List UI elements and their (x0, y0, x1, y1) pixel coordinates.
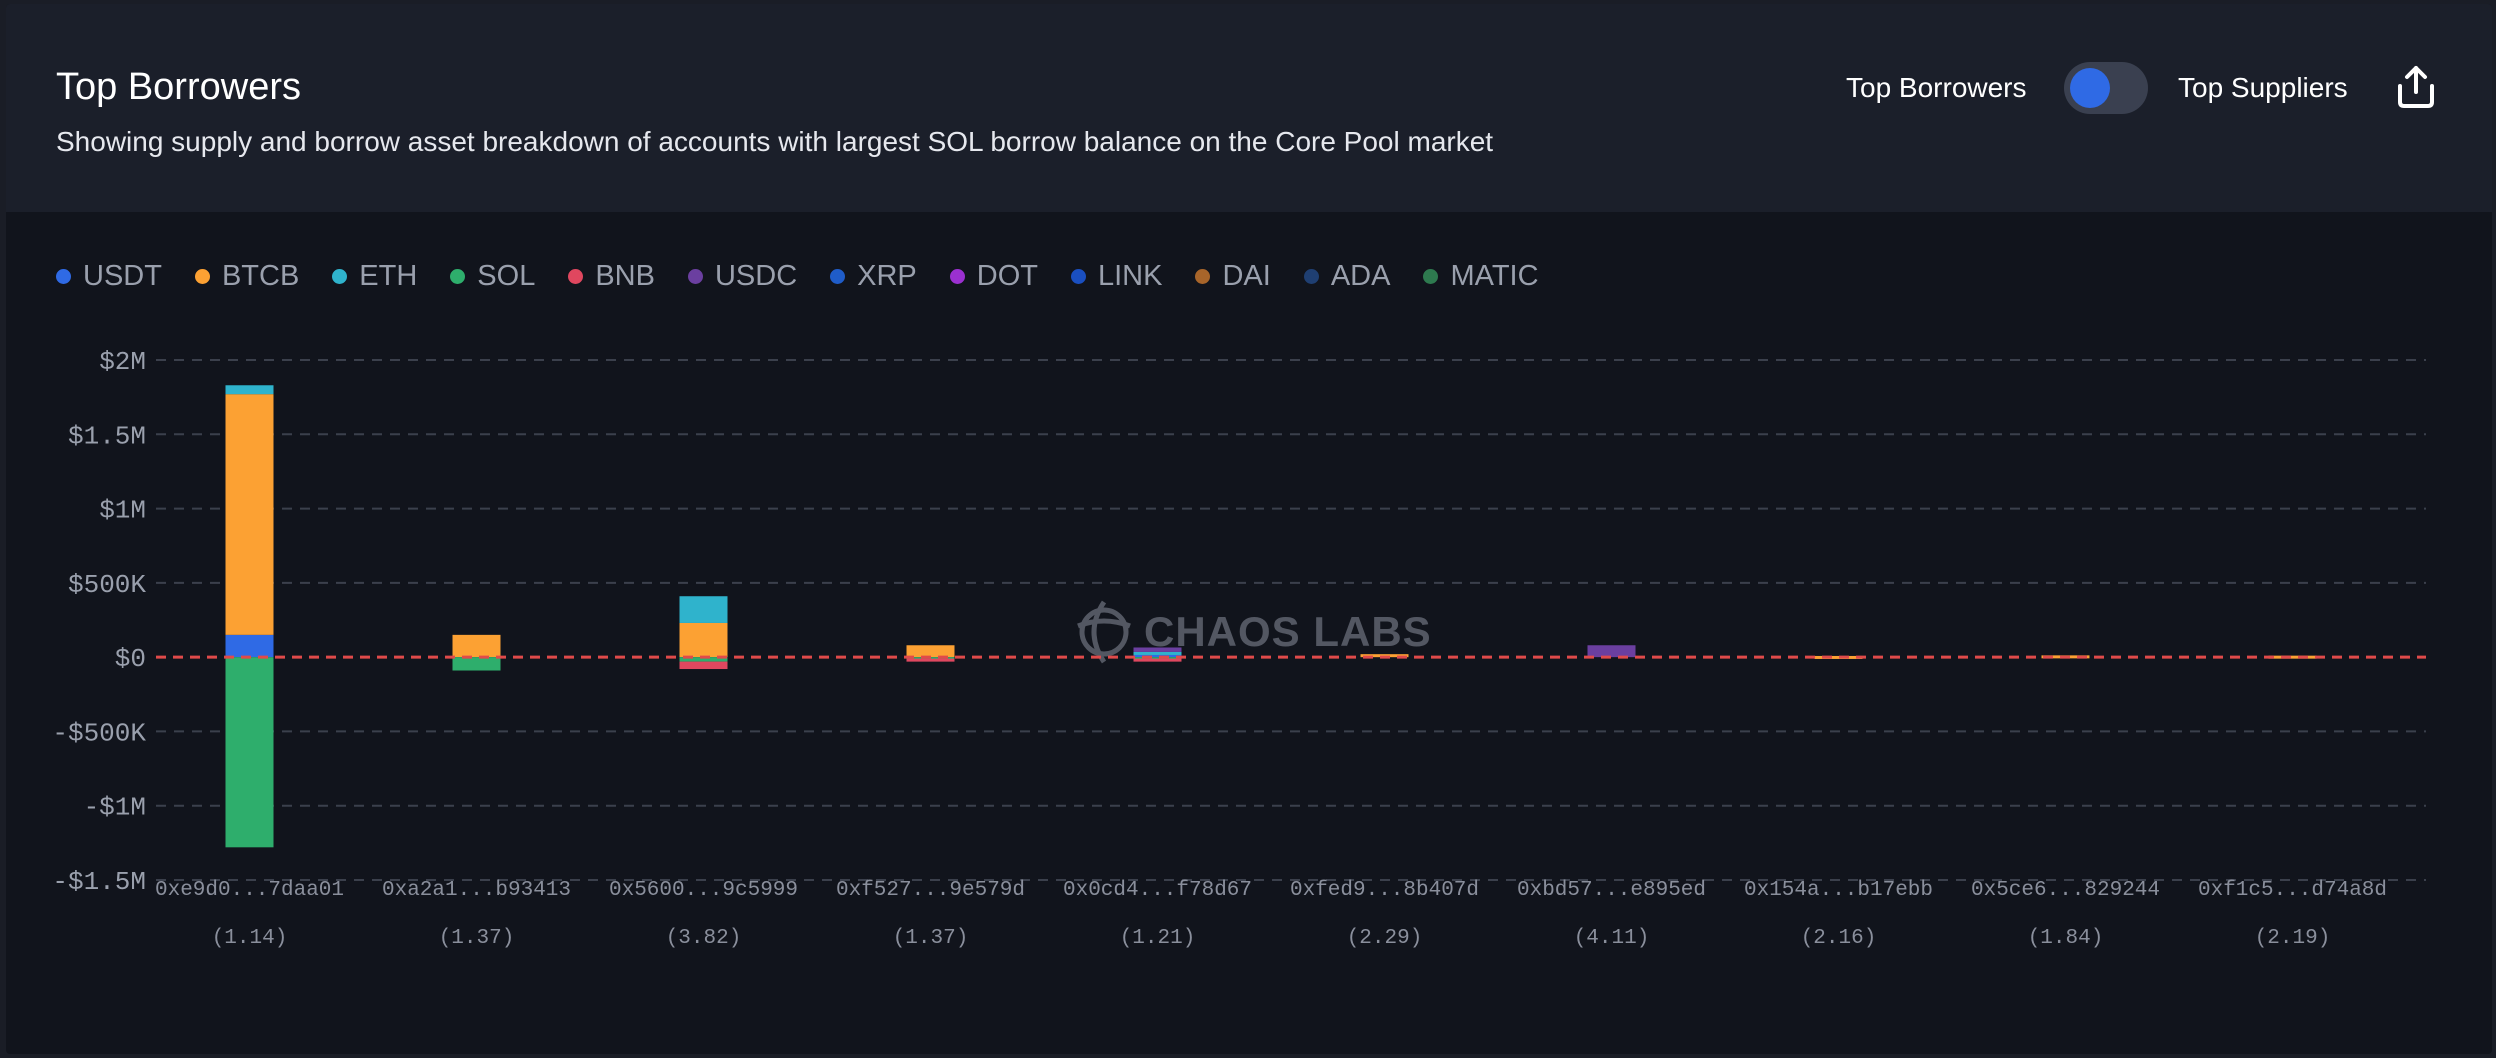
legend-dot-icon (56, 268, 71, 284)
y-tick-label: $1M (99, 496, 146, 526)
x-tick-label: 0xbd57...e895ed (1517, 879, 1706, 902)
bar-segment-sol (679, 657, 728, 662)
bar-segment-usdc (1587, 645, 1636, 658)
bar-segment-btcb (1814, 655, 1863, 659)
bar-segment-bnb (1133, 658, 1182, 662)
y-tick-label: -$1.5M (52, 867, 146, 897)
legend-dot-icon (332, 268, 348, 284)
chart-card: Top Borrowers Showing supply and borrow … (6, 4, 2492, 1054)
legend-item-usdt[interactable]: USDT (56, 260, 162, 293)
bar-segment-usdt (1133, 654, 1182, 658)
x-tick-label: 0xe9d0...7daa01 (155, 879, 344, 902)
x-tick-label: 0x5600...9c5999 (609, 879, 798, 902)
x-tick-sublabel: (1.37) (893, 927, 969, 950)
legend-label: ETH (359, 259, 418, 292)
toggle-label-top-borrowers[interactable]: Top Borrowers (1846, 72, 2027, 103)
legend-item-xrp[interactable]: XRP (830, 260, 917, 293)
legend-label: BNB (595, 259, 655, 292)
bar-segment-btcb (906, 645, 955, 658)
legend-dot-icon (1195, 268, 1211, 284)
toggle-knob (2070, 68, 2110, 108)
x-tick-sublabel: (1.14) (212, 927, 288, 950)
y-tick-label: $1.5M (68, 421, 146, 451)
x-tick-sublabel: (1.84) (2028, 927, 2104, 950)
watermark-text: CHAOS LABS (1144, 608, 1432, 655)
legend-dot-icon (194, 268, 210, 284)
card-header: Top Borrowers Showing supply and borrow … (6, 4, 2492, 212)
legend-label: ADA (1330, 259, 1391, 292)
legend-item-eth[interactable]: ETH (332, 260, 417, 293)
toggle-label-top-suppliers[interactable]: Top Suppliers (2178, 72, 2348, 103)
legend-dot-icon (1303, 268, 1319, 284)
legend-label: DAI (1222, 259, 1271, 292)
x-tick-label: 0x0cd4...f78d67 (1063, 879, 1252, 902)
legend-item-bnb[interactable]: BNB (568, 260, 655, 293)
legend-dot-icon (450, 268, 466, 284)
legend-dot-icon (949, 268, 965, 284)
legend-label: XRP (857, 259, 917, 292)
legend-dot-icon (830, 268, 846, 284)
x-tick-sublabel: (2.19) (2255, 927, 2331, 950)
page-title: Top Borrowers (56, 66, 301, 108)
legend-dot-icon (1071, 268, 1086, 284)
legend-label: DOT (976, 259, 1038, 292)
bar-segment-usdc (1133, 647, 1182, 652)
legend-label: LINK (1098, 259, 1163, 292)
legend-dot-icon (568, 268, 584, 284)
bar-segment-btcb (2268, 655, 2317, 659)
y-tick-label: $0 (115, 644, 146, 674)
x-tick-sublabel: (4.11) (1574, 927, 1650, 950)
x-tick-sublabel: (1.37) (439, 927, 515, 950)
legend-item-link[interactable]: LINK (1071, 260, 1162, 293)
legend-dot-icon (687, 268, 703, 284)
x-tick-label: 0xf1c5...d74a8d (2198, 879, 2387, 902)
bar-segment-sol (225, 657, 274, 848)
x-tick-label: 0xa2a1...b93413 (382, 879, 571, 902)
chart-legend: USDT BTCB ETH SOL BNB USDC XRP DOT LINK DAI ADA MAT… (56, 256, 1572, 296)
y-tick-label: $2M (99, 347, 146, 377)
x-tick-label: 0xf527...9e579d (836, 879, 1025, 902)
legend-item-dai[interactable]: DAI (1195, 259, 1271, 293)
y-tick-label: -$1M (84, 793, 146, 823)
y-tick-label: $500K (68, 570, 146, 600)
legend-label: BTCB (221, 259, 300, 292)
bar-segment-btcb (225, 394, 274, 635)
bar-segment-eth (679, 596, 728, 623)
legend-dot-icon (1423, 268, 1439, 284)
borrowers-suppliers-toggle[interactable] (2064, 62, 2148, 114)
legend-item-matic[interactable]: MATIC (1423, 259, 1539, 293)
bar-segment-btcb (679, 622, 728, 658)
bar-segment-bnb (906, 658, 955, 662)
bar-segment-sol (452, 657, 501, 671)
bar-segment-btcb (452, 634, 501, 658)
x-tick-label: 0xfed9...8b407d (1290, 879, 1479, 902)
legend-label: USDT (83, 259, 162, 292)
bar-segment-usdt (225, 634, 274, 658)
x-tick-sublabel: (1.21) (1120, 927, 1196, 950)
bar-segment-bnb (679, 661, 728, 670)
legend-label: USDC (714, 259, 798, 292)
x-tick-sublabel: (3.82) (666, 927, 742, 950)
page-subtitle: Showing supply and borrow asset breakdow… (56, 126, 1494, 157)
bar-segment-eth (1133, 651, 1182, 655)
y-tick-label: -$500K (52, 718, 146, 748)
legend-item-usdc[interactable]: USDC (687, 259, 798, 293)
legend-item-sol[interactable]: SOL (450, 260, 535, 293)
x-tick-label: 0x154a...b17ebb (1744, 879, 1933, 902)
legend-label: SOL (477, 259, 536, 292)
legend-item-dot[interactable]: DOT (949, 259, 1038, 293)
x-tick-label: 0x5ce6...829244 (1971, 879, 2160, 902)
stacked-bar-chart: $2M $1.5M $1M $500K $0 -$500K -$1M -$1.5M 0xe9d0… (52, 347, 2426, 950)
legend-item-ada[interactable]: ADA (1303, 259, 1391, 293)
x-tick-sublabel: (2.16) (1801, 927, 1877, 950)
share-icon[interactable] (2390, 60, 2442, 112)
bar-segment-eth (225, 385, 274, 395)
legend-label: MATIC (1450, 259, 1539, 292)
x-tick-sublabel: (2.29) (1347, 927, 1423, 950)
chaos-labs-watermark: CHAOS LABS (1072, 596, 1432, 668)
legend-item-btcb[interactable]: BTCB (194, 259, 300, 293)
